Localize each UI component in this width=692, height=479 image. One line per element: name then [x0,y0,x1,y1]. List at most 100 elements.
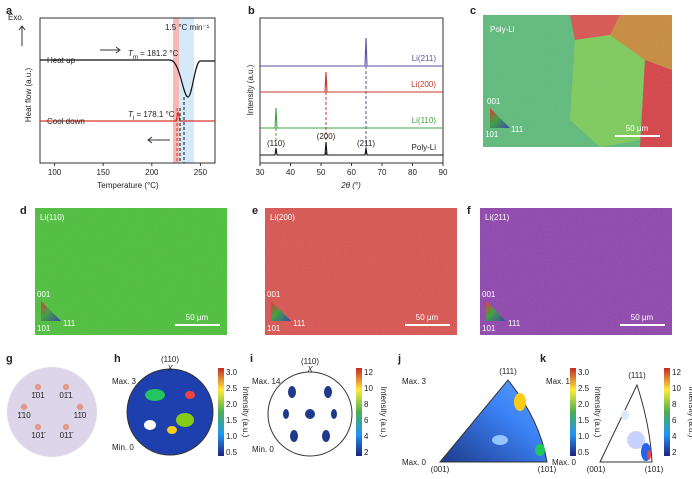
key: 101 [482,324,496,333]
blob [627,431,645,449]
map-name: Li(211) [485,213,510,222]
axis: X [306,365,313,374]
key: 001 [487,97,501,106]
panel-label: i [250,353,253,365]
panel-label: e [252,205,258,217]
key: 101 [267,324,281,333]
blob [145,389,165,401]
colorbar-bar [356,368,362,456]
corner: (101) [538,465,557,474]
pole-figure [126,368,214,456]
corner: (111) [628,371,646,380]
map-name: Li(110) [40,213,65,222]
blob [185,391,195,399]
blob [621,410,629,420]
trace-label: Li(200) [411,80,436,89]
arrow [147,136,170,144]
blob [331,409,337,419]
panel-d: d Li(110) 001 101 111 50 µm [20,205,227,335]
sym: T [128,110,134,119]
pole: (110) [161,355,179,364]
min: Min. 0 [252,445,274,454]
ipf [438,379,548,463]
texture [480,208,672,335]
pole-label: 1̄10 [17,411,31,420]
x-axis: 100 150 200 250 [48,163,208,177]
texture [35,208,227,335]
panel-label: a [6,5,13,17]
pole-dot [76,403,84,411]
pole-dot [34,423,42,431]
scale: 50 µm [626,124,649,133]
map-name: Poly-Li [490,25,515,34]
colorbar-label: 4 [364,432,369,441]
frame [39,17,216,164]
colorbar-bar [570,368,576,456]
x-tick-label: 70 [378,168,387,177]
colorbar-label: 4 [672,432,677,441]
pole-label: 01̄1 [59,391,73,400]
colorbar-title: Intensity (a.u.) [241,387,250,438]
x-tick-label: 30 [256,168,265,177]
blob [535,444,545,456]
panel-label: f [467,205,471,217]
corner: (101) [645,465,664,474]
texture [483,15,672,147]
panel-f: f Li(211) 001 101 111 50 µm [467,205,672,335]
val: = 178.1 °C [134,110,175,119]
pole: (110) [301,357,319,366]
colorbar-label: 10 [364,384,373,393]
min: Max. 0 [402,458,427,467]
blob [305,409,315,419]
sub: l [133,116,134,122]
colorbar-label: 12 [672,368,681,377]
pole-label: 011̄ [60,431,75,440]
pole-label: 1̄01 [31,391,45,400]
blob [647,450,651,460]
key: 111 [293,319,306,328]
min: Min. 0 [112,443,134,452]
rate: 1.5 °C min⁻¹ [165,23,210,32]
panel-c: c Poly-Li 001 101 111 50 µm [470,5,672,147]
arrow [100,46,121,54]
blob [324,386,332,398]
key: 101 [485,130,499,139]
pole-label: 11̄0 [74,411,87,420]
colorbar-title: Intensity (a.u.) [687,387,692,438]
key: 001 [267,290,281,299]
colorbar-label: 0.5 [226,448,238,457]
panel-a: a Exo. Heat flow (a.u.) Temperature (°C)… [6,5,216,190]
colorbar-title: Intensity (a.u.) [379,387,388,438]
colorbar-label: 1.0 [226,432,238,441]
panel-label: b [248,5,255,17]
colorbar-label: 2.5 [226,384,238,393]
cool-down: Cool down [47,117,85,126]
corner: (001) [587,465,606,474]
blob [322,430,330,442]
x-tick-label: 100 [48,168,62,177]
colorbar-label: 8 [364,400,369,409]
panel-j: j (111) (001) (101) Max. 3 Max. 0 [397,353,557,474]
max: Max. 3 [112,377,137,386]
trace [260,141,443,156]
blob [283,409,289,419]
sym: T [128,49,134,58]
blob [144,420,156,430]
max: Max. 3 [402,377,427,386]
axis: X [166,364,173,373]
scale: 50 µm [631,313,654,322]
x-tick-label: 90 [439,168,448,177]
colorbar-label: 12 [364,368,373,377]
panel-b: b Li(211) Li(200) Li(110) Poly-Li (110) … [246,5,448,190]
panel-h: h (110) X Max. 3 Min. 0 [112,353,214,456]
val: = 181.2 °C [138,49,179,58]
x-label: 2θ (°) [340,181,361,190]
colorbar-title: Intensity (a.u.) [593,387,602,438]
tm: Tm = 181.2 °C [128,49,178,61]
pole-dot [34,383,42,391]
key: 001 [482,290,496,299]
scale: 50 µm [186,313,209,322]
blob [492,435,508,445]
ipf-key [490,108,510,128]
